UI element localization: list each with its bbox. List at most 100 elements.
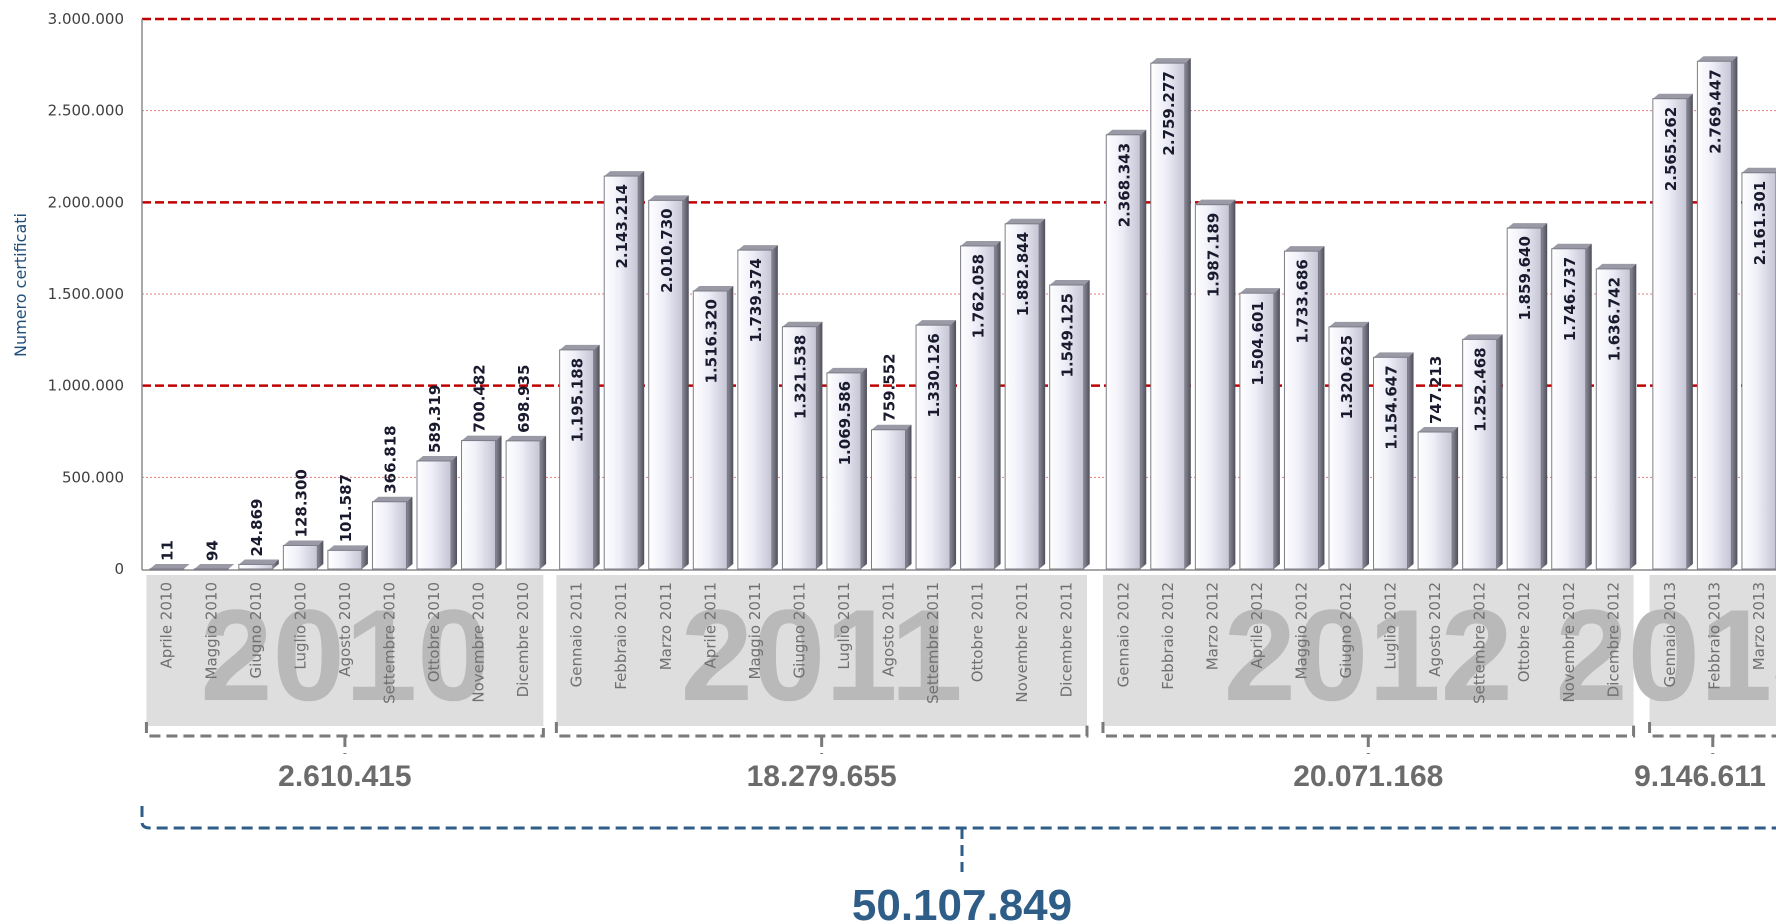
bar-front-face [915, 324, 951, 570]
bar-front-face [1696, 60, 1732, 570]
x-tick-label: Settembre 2011 [924, 582, 942, 704]
data-label: 101.587 [337, 474, 355, 542]
bar-top-face [1741, 167, 1776, 173]
x-tick-label: Luglio 2010 [291, 582, 309, 670]
bar-front-face [826, 372, 862, 570]
bar-settembre-2011 [915, 320, 957, 570]
bar-top-face [417, 455, 457, 461]
data-label: 2.161.301 [1751, 181, 1769, 265]
data-label: 1.733.686 [1293, 259, 1311, 343]
x-tick-label: Ottobre 2011 [969, 582, 987, 682]
bar-dicembre-2012 [1595, 263, 1637, 570]
bar-marzo-2011 [648, 195, 689, 570]
bar-front-face [461, 440, 497, 570]
year-total-2011: 18.279.655 [747, 760, 897, 793]
data-label: 2.769.447 [1706, 69, 1724, 153]
bar-front-face [1283, 250, 1319, 570]
bar-aprile-2011 [692, 286, 734, 570]
data-label: 1.154.647 [1383, 365, 1401, 449]
bar-side-face [1541, 223, 1548, 570]
x-tick-label: Dicembre 2010 [514, 582, 532, 697]
year-band-2012 [1102, 575, 1634, 726]
bar-front-face [559, 349, 595, 570]
bar-top-face [559, 344, 600, 350]
bar-giugno-2012 [1328, 321, 1369, 570]
data-label: 1.859.640 [1516, 236, 1534, 320]
x-tick-label: Marzo 2013 [1750, 582, 1768, 670]
x-tick-label: Ottobre 2010 [425, 582, 443, 682]
data-label: 1.252.468 [1472, 347, 1490, 431]
x-tick-label: Febbraio 2012 [1159, 582, 1177, 690]
bar-agosto-2011 [871, 424, 912, 570]
x-tick-label: Dicembre 2012 [1604, 582, 1622, 697]
bar-side-face [317, 540, 324, 569]
data-label: 759.552 [881, 353, 899, 421]
bar-gennaio-2013 [1652, 93, 1693, 570]
bar-side-face [860, 367, 867, 569]
year-bands: 2010 2011 2012 2013 [146, 575, 1776, 728]
x-tick-label: Gennaio 2011 [568, 582, 586, 687]
bar-side-face [1686, 93, 1693, 569]
bar-top-face [1507, 223, 1548, 229]
x-tick-label: Giugno 2011 [790, 582, 808, 678]
bar-top-face [149, 563, 190, 569]
data-label: 24.869 [248, 499, 266, 557]
bar-side-face [950, 320, 957, 569]
data-label: 1.516.320 [702, 299, 720, 383]
bar-side-face [1496, 334, 1503, 569]
bar-front-face [193, 568, 229, 571]
bar-front-face [1239, 292, 1275, 570]
year-band-2010 [146, 575, 544, 726]
bar-gennaio-2011 [559, 344, 600, 570]
data-label: 2.143.214 [613, 184, 631, 268]
year-total-2010: 2.610.415 [278, 760, 411, 793]
data-label: 2.010.730 [658, 208, 676, 292]
bar-front-face [1462, 338, 1498, 570]
bar-top-face [1697, 56, 1738, 62]
data-label: 589.319 [426, 385, 444, 453]
year-bracket-2013 [1648, 722, 1776, 754]
bar-luglio-2011 [826, 367, 867, 570]
data-label: 128.300 [292, 469, 310, 537]
bar-front-face [371, 501, 407, 570]
x-tick-labels: Aprile 2010 Maggio 2010 Giugno 2010 Luglio … [158, 582, 1768, 704]
data-label: 747.213 [1427, 356, 1445, 424]
bar-febbraio-2012 [1150, 58, 1191, 570]
bar-giugno-2011 [781, 321, 823, 570]
bar-dicembre-2010 [505, 435, 547, 570]
year-band-2011 [556, 575, 1087, 726]
bar-side-face [1229, 199, 1236, 570]
bar-front-face [1417, 431, 1453, 570]
data-label: 1.321.538 [791, 335, 809, 419]
bar-top-face [1150, 58, 1191, 64]
bar-side-face [593, 344, 600, 569]
bar-side-face [638, 171, 645, 569]
bar-side-face [495, 435, 502, 569]
x-tick-label: Maggio 2010 [202, 582, 220, 679]
bar-front-face [1004, 223, 1040, 570]
bar-top-face [871, 424, 912, 430]
data-label: 1.636.742 [1605, 277, 1623, 361]
bar-side-face [272, 559, 279, 569]
data-label: 2.565.262 [1662, 107, 1680, 191]
bar-front-face [960, 245, 996, 570]
bar-top-face [1106, 129, 1147, 135]
bar-front-face [1595, 268, 1631, 570]
grand-total: 50.107.849 [852, 881, 1072, 924]
bar-giugno-2010 [238, 559, 279, 570]
bar-settembre-2012 [1462, 334, 1503, 570]
bar-aprile-2010 [149, 563, 190, 571]
bar-front-face [1506, 227, 1542, 570]
bar-front-face [1150, 62, 1186, 570]
y-tick-label: 2.500.000 [48, 102, 124, 120]
bar-side-face [1140, 129, 1147, 570]
bar-side-face [1452, 427, 1459, 569]
bar-front-face [1741, 172, 1776, 570]
data-label: 698.935 [515, 365, 533, 433]
x-tick-label: Marzo 2012 [1203, 582, 1221, 670]
bar-top-face [916, 320, 957, 326]
y-tick-label: 3.000.000 [48, 10, 124, 28]
bar-front-face [871, 429, 906, 570]
bar-top-face [1195, 199, 1236, 205]
grand-total-bracket [140, 806, 1776, 872]
